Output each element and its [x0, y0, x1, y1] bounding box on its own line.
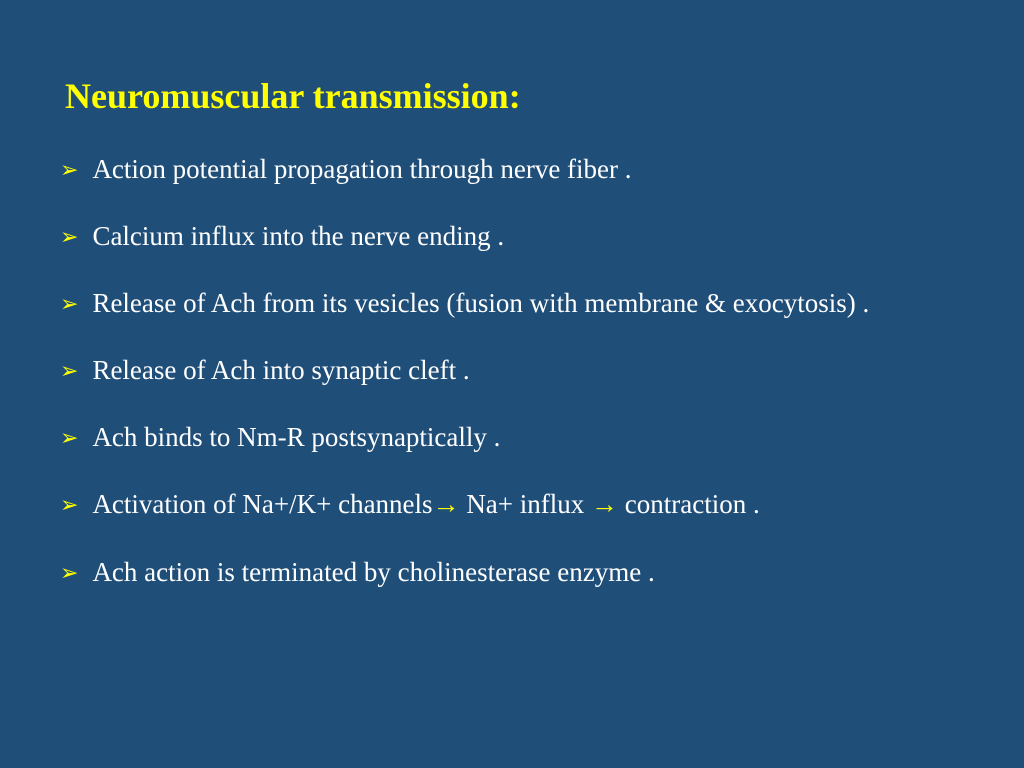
list-item: ➢ Action potential propagation through n…: [60, 152, 964, 187]
slide-title: Neuromuscular transmission:: [65, 75, 964, 117]
list-item: ➢ Release of Ach from its vesicles (fusi…: [60, 286, 964, 321]
bullet-text: Release of Ach into synaptic cleft .: [92, 353, 964, 388]
bullet-text: Action potential propagation through ner…: [92, 152, 964, 187]
bullet-icon: ➢: [60, 491, 78, 520]
bullet-list: ➢ Action potential propagation through n…: [60, 152, 964, 590]
bullet-icon: ➢: [60, 357, 78, 386]
bullet-icon: ➢: [60, 290, 78, 319]
bullet-text: Ach action is terminated by cholinestera…: [92, 555, 964, 590]
list-item: ➢ Activation of Na+/K+ channels→ Na+ inf…: [60, 487, 964, 522]
bullet-text: Calcium influx into the nerve ending .: [92, 219, 964, 254]
bullet-icon: ➢: [60, 223, 78, 252]
bullet-icon: ➢: [60, 156, 78, 185]
list-item: ➢ Ach binds to Nm-R postsynaptically .: [60, 420, 964, 455]
bullet-text: Activation of Na+/K+ channels→ Na+ influ…: [92, 487, 964, 522]
bullet-text: Ach binds to Nm-R postsynaptically .: [92, 420, 964, 455]
bullet-icon: ➢: [60, 559, 78, 588]
list-item: ➢ Release of Ach into synaptic cleft .: [60, 353, 964, 388]
bullet-text: Release of Ach from its vesicles (fusion…: [92, 286, 964, 321]
bullet-icon: ➢: [60, 424, 78, 453]
list-item: ➢ Calcium influx into the nerve ending .: [60, 219, 964, 254]
list-item: ➢ Ach action is terminated by cholineste…: [60, 555, 964, 590]
